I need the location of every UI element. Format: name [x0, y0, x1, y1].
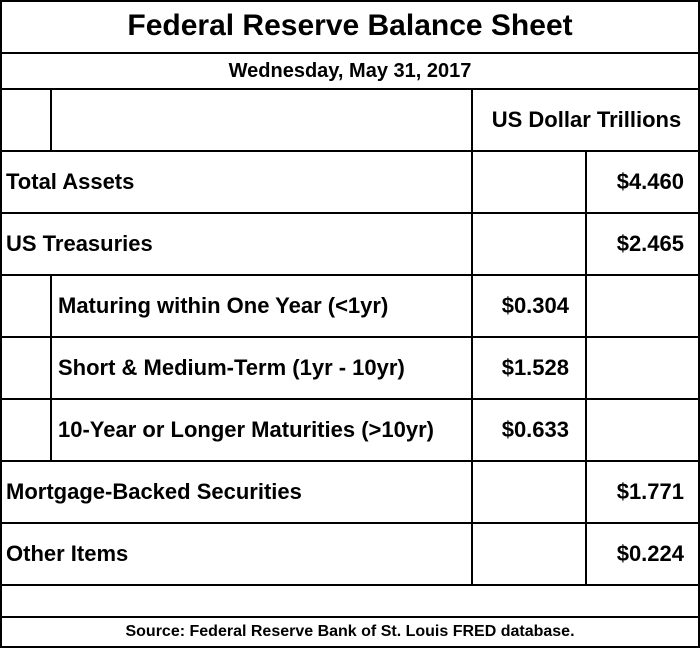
grid-line: [50, 88, 52, 150]
grid-line: [698, 0, 700, 648]
grid-line: [0, 460, 700, 462]
grid-line: [0, 584, 700, 586]
row-subvalue-maturing-1yr: $0.304: [501, 293, 569, 318]
row-label-mbs: Mortgage-Backed Securities: [6, 479, 302, 504]
grid-line: [471, 88, 473, 584]
grid-line: [0, 88, 700, 90]
row-value-other-items: $0.224: [616, 541, 684, 566]
grid-line: [0, 274, 700, 276]
grid-line: [0, 398, 700, 400]
row-subvalue-10yr-longer: $0.633: [501, 417, 569, 442]
row-value-us-treasuries: $2.465: [616, 231, 684, 256]
row-label-other-items: Other Items: [6, 541, 129, 566]
grid-line: [0, 616, 700, 618]
source-note: Source: Federal Reserve Bank of St. Loui…: [125, 623, 575, 640]
grid-line: [0, 646, 700, 648]
row-value-mbs: $1.771: [616, 479, 684, 504]
units-header: US Dollar Trillions: [491, 107, 682, 132]
grid-line: [50, 274, 52, 460]
table-title: Federal Reserve Balance Sheet: [127, 9, 573, 42]
grid-line: [585, 150, 587, 584]
row-label-us-treasuries: US Treasuries: [6, 231, 153, 256]
grid-line: [0, 0, 2, 648]
grid-line: [0, 0, 700, 2]
grid-line: [0, 336, 700, 338]
row-label-10yr-longer: 10-Year or Longer Maturities (>10yr): [58, 417, 434, 442]
row-label-short-medium: Short & Medium-Term (1yr - 10yr): [58, 355, 405, 380]
grid-line: [0, 522, 700, 524]
grid-line: [0, 52, 700, 54]
grid-line: [0, 150, 700, 152]
row-value-total-assets: $4.460: [616, 169, 684, 194]
grid-line: [0, 212, 700, 214]
row-subvalue-short-medium: $1.528: [501, 355, 569, 380]
table-date: Wednesday, May 31, 2017: [228, 59, 472, 82]
row-label-maturing-1yr: Maturing within One Year (<1yr): [58, 293, 389, 318]
row-label-total-assets: Total Assets: [6, 169, 135, 194]
